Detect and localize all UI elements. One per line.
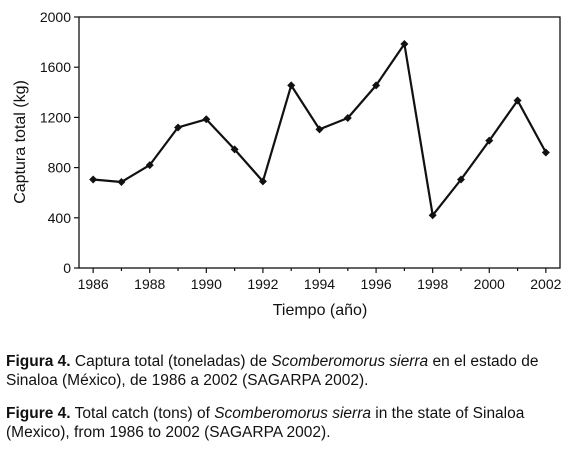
x-axis-label: Tiempo (año): [273, 302, 368, 319]
data-point-marker: [117, 178, 126, 187]
data-point-marker: [513, 96, 522, 105]
x-tick-label: 1996: [361, 276, 392, 292]
x-tick-label: 1994: [304, 276, 335, 292]
data-point-marker: [258, 177, 267, 186]
x-tick-label: 1986: [78, 276, 109, 292]
x-tick-label: 1990: [191, 276, 222, 292]
data-point-marker: [89, 175, 98, 184]
caption-figure-label: Figure 4.: [6, 405, 71, 422]
y-tick-label: 2000: [40, 9, 71, 25]
caption-text: in the state of Sinaloa (Mexico), from 1…: [6, 405, 525, 441]
data-point-marker: [287, 81, 296, 90]
data-point-marker: [145, 161, 154, 170]
caption-species-name: Scomberomorus sierra: [271, 353, 429, 370]
x-tick-label: 2000: [474, 276, 505, 292]
data-point-marker: [315, 125, 324, 134]
figure-caption-spanish: Figura 4. Captura total (toneladas) de S…: [6, 352, 568, 390]
y-tick-label: 1600: [40, 59, 71, 75]
caption-text: Total catch (tons) of: [70, 405, 215, 422]
x-tick-label: 1998: [417, 276, 448, 292]
caption-figure-label: Figura 4.: [6, 353, 71, 370]
data-point-marker: [541, 148, 550, 157]
x-axis-ticks: 1986 1988 1990 1992 1994 1996 1998 2000 2002: [78, 268, 562, 292]
data-point-marker: [428, 211, 437, 220]
data-point-marker: [372, 81, 381, 90]
y-tick-label: 800: [48, 160, 72, 176]
y-axis-label: Captura total (kg): [12, 80, 29, 204]
caption-text: en el estado de Sinaloa (México), de 198…: [6, 353, 539, 389]
data-point-marker: [230, 145, 239, 154]
data-point-marker: [485, 136, 494, 145]
data-point-marker: [343, 114, 352, 123]
series-catch: [89, 39, 550, 220]
data-point-marker: [174, 123, 183, 132]
data-point-marker: [456, 175, 465, 184]
catch-line-chart: 0 400 800 1200 1600 2000 1986 1988 1990 1992 1994…: [12, 9, 562, 319]
y-tick-label: 1200: [40, 109, 71, 125]
data-point-marker: [202, 115, 211, 124]
x-tick-label: 1992: [247, 276, 278, 292]
x-tick-label: 1988: [134, 276, 165, 292]
caption-species-name: Scomberomorus sierra: [214, 405, 371, 422]
figure-caption-english: Figure 4. Total catch (tons) of Scombero…: [6, 404, 568, 442]
y-axis-ticks: 0 400 800 1200 1600 2000: [40, 9, 79, 276]
y-tick-label: 400: [48, 210, 72, 226]
y-tick-label: 0: [63, 260, 71, 276]
data-point-marker: [400, 39, 409, 48]
caption-text: Captura total (toneladas) de: [70, 353, 272, 370]
x-tick-label: 2002: [530, 276, 561, 292]
